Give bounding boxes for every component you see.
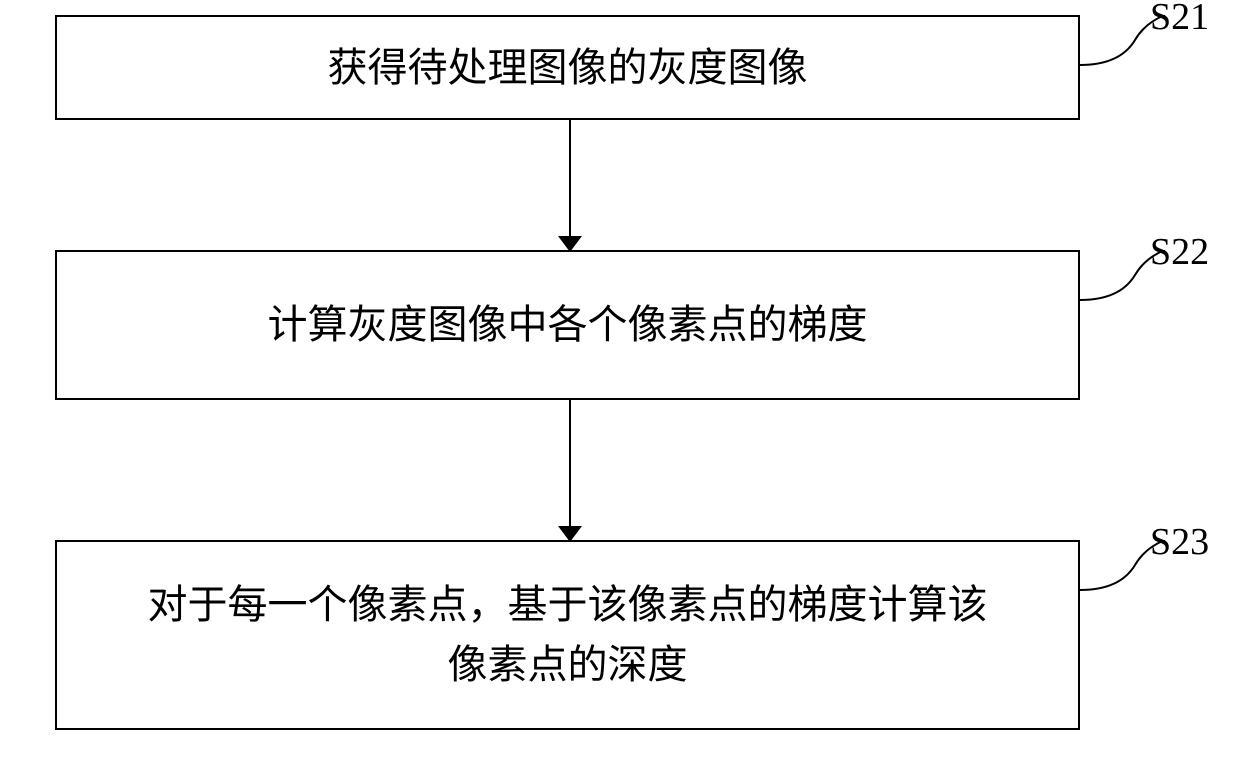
step-label-2: S22 — [1150, 230, 1209, 274]
step-label-3: S23 — [1150, 520, 1209, 564]
connector-1 — [569, 120, 571, 238]
connector-2 — [569, 400, 571, 528]
step-3-text: 对于每一个像素点，基于该像素点的梯度计算该像素点的深度 — [143, 575, 993, 695]
flowchart-step-2: 计算灰度图像中各个像素点的梯度 — [55, 250, 1080, 400]
step-label-1: S21 — [1150, 0, 1209, 39]
step-1-text: 获得待处理图像的灰度图像 — [328, 38, 808, 98]
flowchart-step-1: 获得待处理图像的灰度图像 — [55, 15, 1080, 120]
flowchart-step-3: 对于每一个像素点，基于该像素点的梯度计算该像素点的深度 — [55, 540, 1080, 730]
step-2-text: 计算灰度图像中各个像素点的梯度 — [268, 295, 868, 355]
